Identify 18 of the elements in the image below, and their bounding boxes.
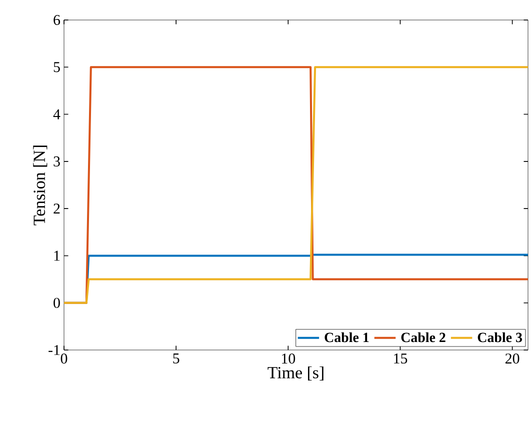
legend-label: Cable 1 — [324, 332, 369, 342]
y-tick-label: 1 — [54, 250, 60, 261]
y-tick-label: 6 — [54, 14, 60, 26]
x-axis-title: Time [s] — [268, 366, 324, 380]
y-tick-label: 3 — [54, 156, 60, 166]
legend-label: Cable 3 — [478, 332, 522, 342]
y-axis-title: Tension [N] — [33, 146, 48, 226]
x-tick-label: 20 — [505, 354, 520, 364]
y-tick-label: 2 — [54, 204, 60, 214]
y-tick-label: 0 — [54, 298, 60, 308]
y-tick-label: 4 — [53, 109, 60, 120]
y-tick-label: -1 — [48, 345, 60, 355]
y-tick-label: 5 — [54, 62, 60, 72]
x-tick-label: 15 — [394, 354, 408, 364]
x-tick-label: 10 — [282, 354, 296, 364]
x-tick-label: 0 — [60, 354, 68, 364]
x-tick-label: 5 — [173, 354, 180, 364]
legend-label: Cable 2 — [401, 332, 446, 342]
